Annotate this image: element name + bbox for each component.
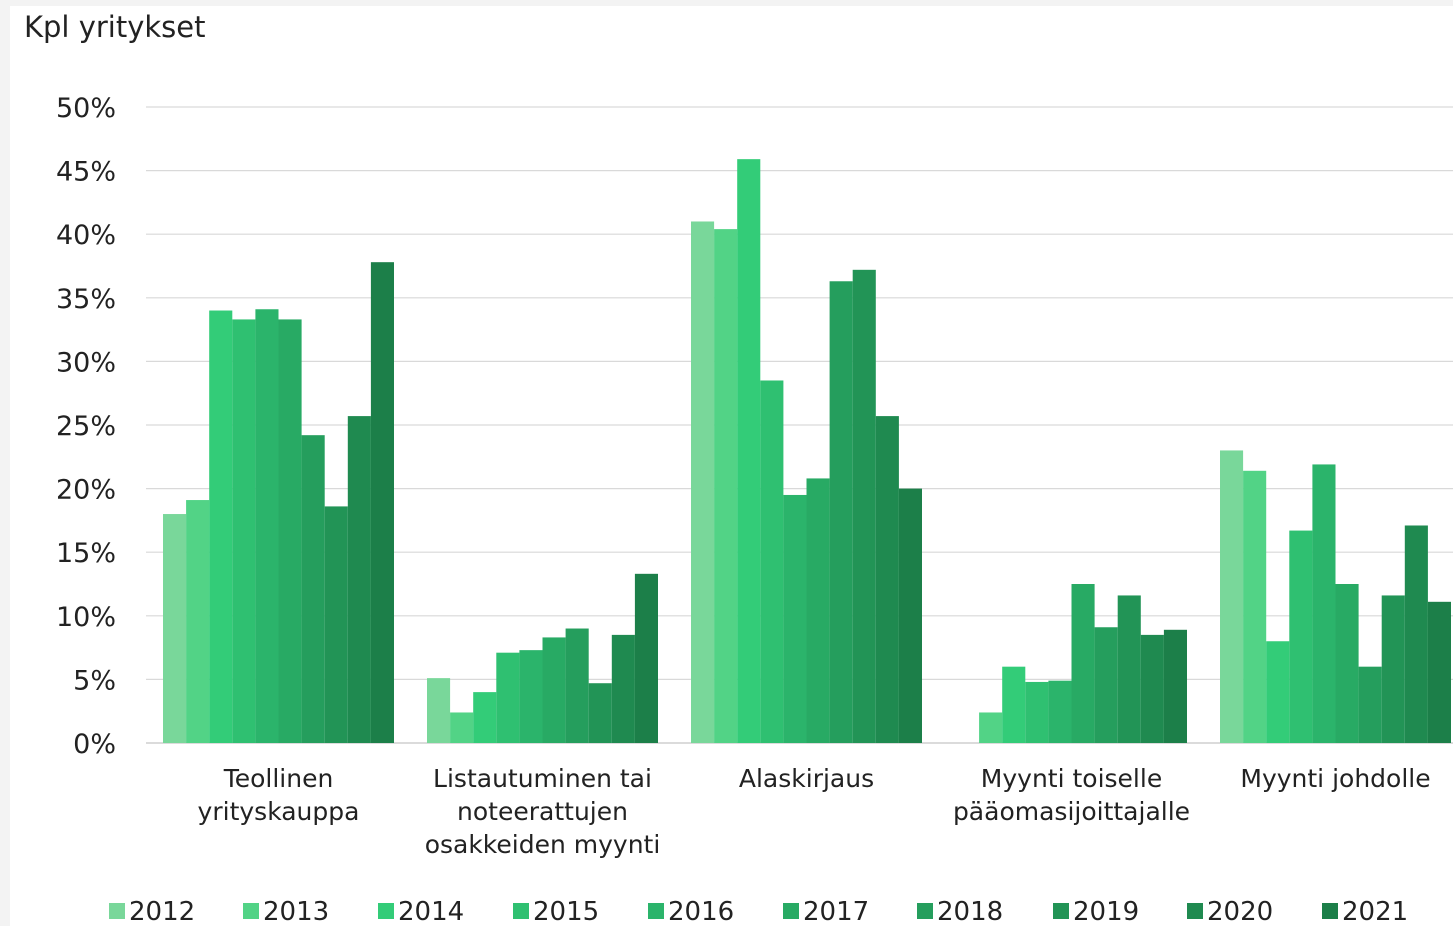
bar-2016-5 [1312, 464, 1335, 743]
bar-2014-4 [1002, 667, 1025, 743]
bar-2021-4 [1164, 630, 1187, 743]
category-label: pääomasijoittajalle [953, 797, 1190, 826]
bar-2021-5 [1428, 602, 1451, 743]
bar-2014-1 [209, 311, 232, 743]
legend-swatch-2015 [513, 903, 529, 919]
y-axis-label: Kpl yritykset [24, 10, 206, 44]
legend-swatch-2019 [1053, 903, 1069, 919]
bar-2017-1 [279, 319, 302, 743]
y-tick-label: 15% [56, 538, 116, 569]
legend-swatch-2012 [109, 903, 125, 919]
bar-2021-1 [371, 262, 394, 743]
bar-2018-3 [830, 281, 853, 743]
y-tick-label: 45% [56, 157, 116, 188]
legend-swatch-2016 [648, 903, 664, 919]
bar-2020-3 [876, 416, 899, 743]
bar-2021-3 [899, 489, 922, 743]
bar-2012-5 [1220, 450, 1243, 743]
bar-2016-2 [519, 650, 542, 743]
bar-chart: Kpl yritykset 0% 5% 10% 15% 20% 25% 30% 35% 40% 4… [10, 6, 1453, 926]
bar-2017-3 [807, 478, 830, 743]
bar-2014-5 [1266, 641, 1289, 743]
bar-2012-3 [691, 221, 714, 743]
bar-2015-4 [1025, 682, 1048, 743]
bar-2015-2 [496, 653, 519, 743]
bar-2018-2 [566, 629, 589, 743]
bar-2012-1 [163, 514, 186, 743]
legend-label-2012: 2012 [129, 897, 195, 926]
y-tick-label: 50% [56, 93, 116, 124]
bar-2020-4 [1141, 635, 1164, 743]
category-label: Alaskirjaus [739, 764, 874, 793]
category-labels: Teollinen yrityskauppa Listautuminen tai no… [198, 764, 1431, 859]
bar-2014-3 [737, 159, 760, 743]
y-tick-label: 40% [56, 220, 116, 251]
bars [163, 159, 1451, 743]
category-label: noteerattujen [457, 797, 628, 826]
bar-2018-4 [1095, 627, 1118, 743]
y-tick-label: 20% [56, 475, 116, 506]
bar-2020-1 [348, 416, 371, 743]
bar-2020-5 [1405, 525, 1428, 743]
category-label: Myynti toiselle [981, 764, 1162, 793]
bar-2019-3 [853, 270, 876, 743]
y-tick-label: 25% [56, 411, 116, 442]
legend-swatch-2021 [1322, 903, 1338, 919]
bar-2017-4 [1072, 584, 1095, 743]
category-label: Teollinen [223, 764, 334, 793]
bar-2019-2 [589, 683, 612, 743]
legend-label-2020: 2020 [1207, 897, 1273, 926]
bar-2015-5 [1289, 531, 1312, 743]
y-tick-labels: 0% 5% 10% 15% 20% 25% 30% 35% 40% 45% 50% [56, 93, 116, 760]
legend-swatch-2017 [783, 903, 799, 919]
legend: 2012 2013 2014 2015 2016 2017 2018 2019 2020 2021 [109, 897, 1408, 926]
bar-2019-1 [325, 506, 348, 743]
legend-label-2016: 2016 [668, 897, 734, 926]
bar-2020-2 [612, 635, 635, 743]
category-label: osakkeiden myynti [425, 830, 661, 859]
bar-2017-5 [1336, 584, 1359, 743]
bar-2021-2 [635, 574, 658, 743]
bar-2016-1 [255, 309, 278, 743]
legend-swatch-2020 [1187, 903, 1203, 919]
y-tick-label: 0% [73, 729, 116, 760]
y-tick-label: 10% [56, 602, 116, 633]
bar-2015-3 [760, 380, 783, 743]
bar-2012-2 [427, 678, 450, 743]
legend-swatch-2014 [378, 903, 394, 919]
bar-2016-3 [783, 495, 806, 743]
legend-label-2018: 2018 [937, 897, 1003, 926]
bar-2016-4 [1048, 681, 1071, 743]
chart-panel: Kpl yritykset 0% 5% 10% 15% 20% 25% 30% 35% 40% 4… [10, 6, 1453, 926]
legend-label-2017: 2017 [803, 897, 869, 926]
category-label: yrityskauppa [198, 797, 360, 826]
bar-2013-5 [1243, 471, 1266, 743]
legend-label-2015: 2015 [533, 897, 599, 926]
bar-2019-5 [1382, 595, 1405, 743]
legend-label-2014: 2014 [398, 897, 464, 926]
y-tick-label: 5% [73, 665, 116, 696]
bar-2019-4 [1118, 595, 1141, 743]
legend-label-2019: 2019 [1073, 897, 1139, 926]
bar-2017-2 [543, 637, 566, 743]
bar-2013-4 [979, 712, 1002, 743]
bar-2018-5 [1359, 667, 1382, 743]
legend-swatch-2013 [243, 903, 259, 919]
bar-2013-2 [450, 712, 473, 743]
bar-2013-1 [186, 500, 209, 743]
legend-label-2013: 2013 [263, 897, 329, 926]
y-tick-label: 35% [56, 284, 116, 315]
legend-label-2021: 2021 [1342, 897, 1408, 926]
bar-2014-2 [473, 692, 496, 743]
legend-swatch-2018 [917, 903, 933, 919]
category-label: Listautuminen tai [433, 764, 652, 793]
y-tick-label: 30% [56, 347, 116, 378]
category-label: Myynti johdolle [1240, 764, 1430, 793]
bar-2013-3 [714, 229, 737, 743]
bar-2018-1 [302, 435, 325, 743]
bar-2015-1 [232, 319, 255, 743]
